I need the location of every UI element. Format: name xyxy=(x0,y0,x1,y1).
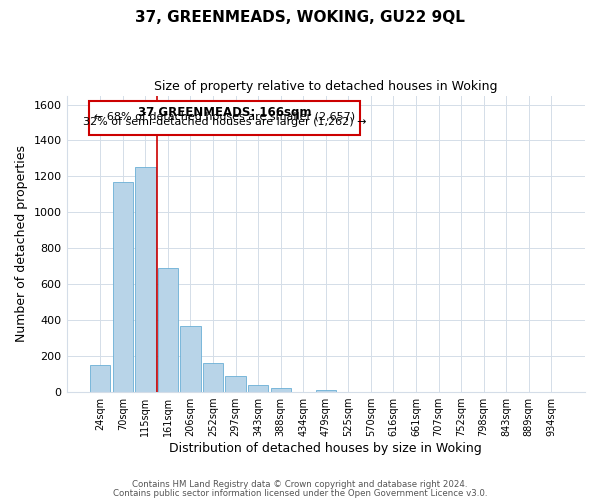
Y-axis label: Number of detached properties: Number of detached properties xyxy=(15,146,28,342)
Title: Size of property relative to detached houses in Woking: Size of property relative to detached ho… xyxy=(154,80,497,93)
Bar xyxy=(316,390,336,392)
Bar xyxy=(226,376,246,392)
Bar xyxy=(135,168,155,392)
Bar xyxy=(113,182,133,392)
Bar xyxy=(248,386,268,392)
Text: ← 68% of detached houses are smaller (2,657): ← 68% of detached houses are smaller (2,… xyxy=(94,112,355,122)
Bar xyxy=(158,268,178,392)
Bar xyxy=(90,366,110,392)
Text: Contains public sector information licensed under the Open Government Licence v3: Contains public sector information licen… xyxy=(113,490,487,498)
Text: 32% of semi-detached houses are larger (1,262) →: 32% of semi-detached houses are larger (… xyxy=(83,117,366,127)
Text: 37 GREENMEADS: 166sqm: 37 GREENMEADS: 166sqm xyxy=(138,106,311,120)
Bar xyxy=(181,326,200,392)
Bar xyxy=(271,388,291,392)
Bar xyxy=(203,364,223,392)
X-axis label: Distribution of detached houses by size in Woking: Distribution of detached houses by size … xyxy=(169,442,482,455)
Text: Contains HM Land Registry data © Crown copyright and database right 2024.: Contains HM Land Registry data © Crown c… xyxy=(132,480,468,489)
FancyBboxPatch shape xyxy=(89,101,359,135)
Text: 37, GREENMEADS, WOKING, GU22 9QL: 37, GREENMEADS, WOKING, GU22 9QL xyxy=(135,10,465,25)
